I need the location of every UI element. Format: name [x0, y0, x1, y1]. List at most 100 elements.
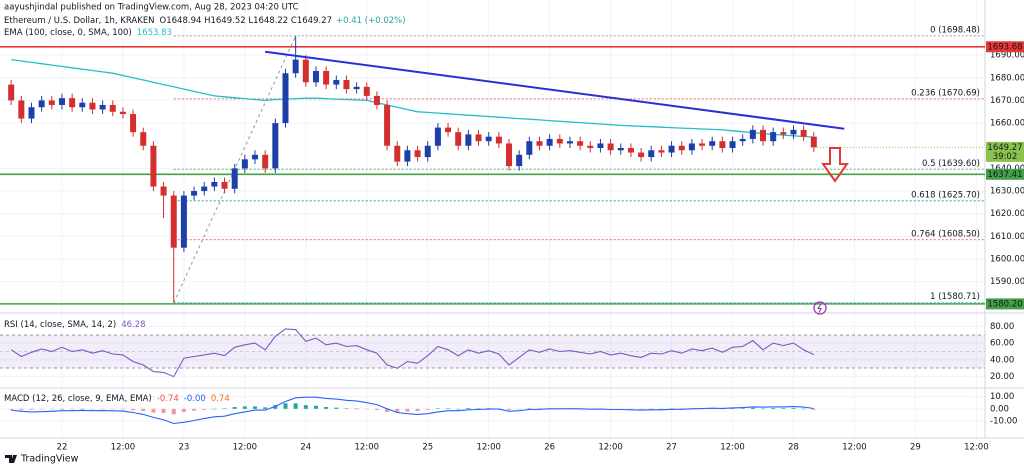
candle-body	[282, 73, 289, 124]
candle-body	[119, 111, 126, 115]
candle-body	[749, 129, 756, 139]
candle-body	[668, 145, 675, 153]
level-tag	[986, 298, 1024, 310]
macd-histogram-bar	[232, 407, 237, 409]
candle-body	[780, 132, 787, 135]
macd-histogram-bar	[222, 408, 227, 409]
candle-body	[160, 186, 167, 196]
x-tick-label: 29	[910, 443, 921, 453]
candle-body	[658, 150, 665, 153]
candle-body	[333, 80, 340, 85]
candle-body	[241, 159, 248, 169]
macd-histogram-bar	[59, 408, 64, 410]
candle-body	[384, 104, 391, 146]
candle-body	[252, 154, 259, 160]
trendline	[265, 50, 845, 130]
candle-body	[8, 84, 15, 101]
candle-body	[109, 104, 116, 112]
candle-body	[709, 141, 716, 146]
macd-histogram-bar	[364, 408, 369, 410]
candle-body	[231, 168, 238, 189]
level-tag-label: 1580.20	[987, 299, 1022, 309]
macd-histogram-bar	[801, 408, 806, 410]
macd-histogram-bar	[517, 408, 522, 410]
candle-body	[323, 70, 330, 85]
y-tick-label: 10.00	[990, 392, 1014, 402]
level-tag-label: 1693.68	[987, 42, 1022, 52]
x-tick-label: 23	[178, 443, 189, 453]
candle-body	[506, 143, 513, 167]
macd-histogram-bar	[435, 408, 440, 409]
macd-histogram-bar	[202, 408, 207, 410]
macd-histogram-bar	[771, 408, 776, 409]
macd-histogram-bar	[425, 408, 430, 410]
fib-label: 0.764 (1608.50)	[911, 229, 980, 239]
candle-body	[69, 98, 76, 108]
x-tick-label: 27	[666, 443, 677, 453]
candle-body	[404, 150, 411, 162]
fib-label: 0.618 (1625.70)	[911, 190, 980, 200]
candle-body	[292, 59, 299, 74]
macd-histogram-bar	[253, 406, 258, 409]
macd-histogram-bar	[324, 407, 329, 409]
x-tick-label: 12:00	[233, 443, 258, 453]
x-tick-label: 12:00	[964, 443, 989, 453]
candle-body	[648, 150, 655, 158]
candle-body	[394, 145, 401, 162]
fib-label: 0.5 (1639.60)	[922, 159, 980, 169]
y-tick-label: 1620.00	[990, 209, 1024, 219]
candle-body	[140, 132, 147, 146]
candle-body	[79, 102, 86, 108]
candle-body	[455, 132, 462, 146]
candle-body	[495, 136, 502, 144]
candle-body	[445, 127, 452, 133]
macd-header: MACD (12, 26, close, 9, EMA, EMA) -0.74 -0…	[4, 394, 230, 404]
candle-body	[577, 141, 584, 146]
y-tick-label: 20.00	[990, 372, 1014, 382]
author: aayushjindal published on TradingView.co…	[4, 3, 299, 13]
candle-body	[343, 80, 350, 90]
candle-body	[170, 195, 177, 248]
macd-histogram-bar	[181, 408, 186, 412]
ema-line	[11, 58, 814, 138]
macd-histogram-bar	[354, 408, 359, 410]
signal-value: 0.74	[211, 394, 230, 404]
candle-body	[627, 148, 634, 153]
candle-body	[546, 138, 553, 146]
macd-histogram-bar	[344, 408, 349, 409]
macd-histogram-bar	[405, 408, 410, 412]
candle-body	[221, 181, 228, 189]
candle-body	[587, 145, 594, 149]
event-icon	[813, 301, 827, 315]
candle-body	[800, 129, 807, 137]
macd-histogram-bar	[313, 405, 318, 409]
macd-histogram-bar	[659, 408, 664, 410]
macd-histogram-bar	[242, 406, 247, 409]
macd-histogram-bar	[303, 405, 308, 409]
candle-body	[678, 145, 685, 151]
candle-body	[485, 136, 492, 142]
macd-histogram-bar	[110, 408, 115, 410]
candle-body	[810, 136, 817, 148]
candle-body	[272, 123, 279, 169]
x-tick-label: 12:00	[355, 443, 380, 453]
macd-histogram-bar	[19, 408, 24, 411]
candle-body	[688, 143, 695, 151]
x-tick-label: 25	[422, 443, 433, 453]
candle-body	[566, 141, 573, 144]
macd-histogram-bar	[263, 407, 268, 409]
candle-body	[719, 141, 726, 149]
candle-body	[770, 132, 777, 142]
macd-histogram-bar	[9, 408, 14, 410]
x-tick-label: 22	[57, 443, 68, 453]
macd-histogram-bar	[669, 408, 674, 409]
macd-histogram-bar	[334, 407, 339, 409]
macd-histogram-bar	[161, 408, 166, 414]
symbol-header: Ethereum / U.S. Dollar, 1h, KRAKEN O1648.…	[4, 16, 406, 26]
x-tick-label: 24	[300, 443, 311, 453]
grid	[0, 0, 985, 438]
candle-body	[302, 59, 309, 83]
macd-line	[11, 396, 814, 425]
x-tick-label: 28	[788, 443, 799, 453]
macd-histogram-bar	[90, 408, 95, 410]
